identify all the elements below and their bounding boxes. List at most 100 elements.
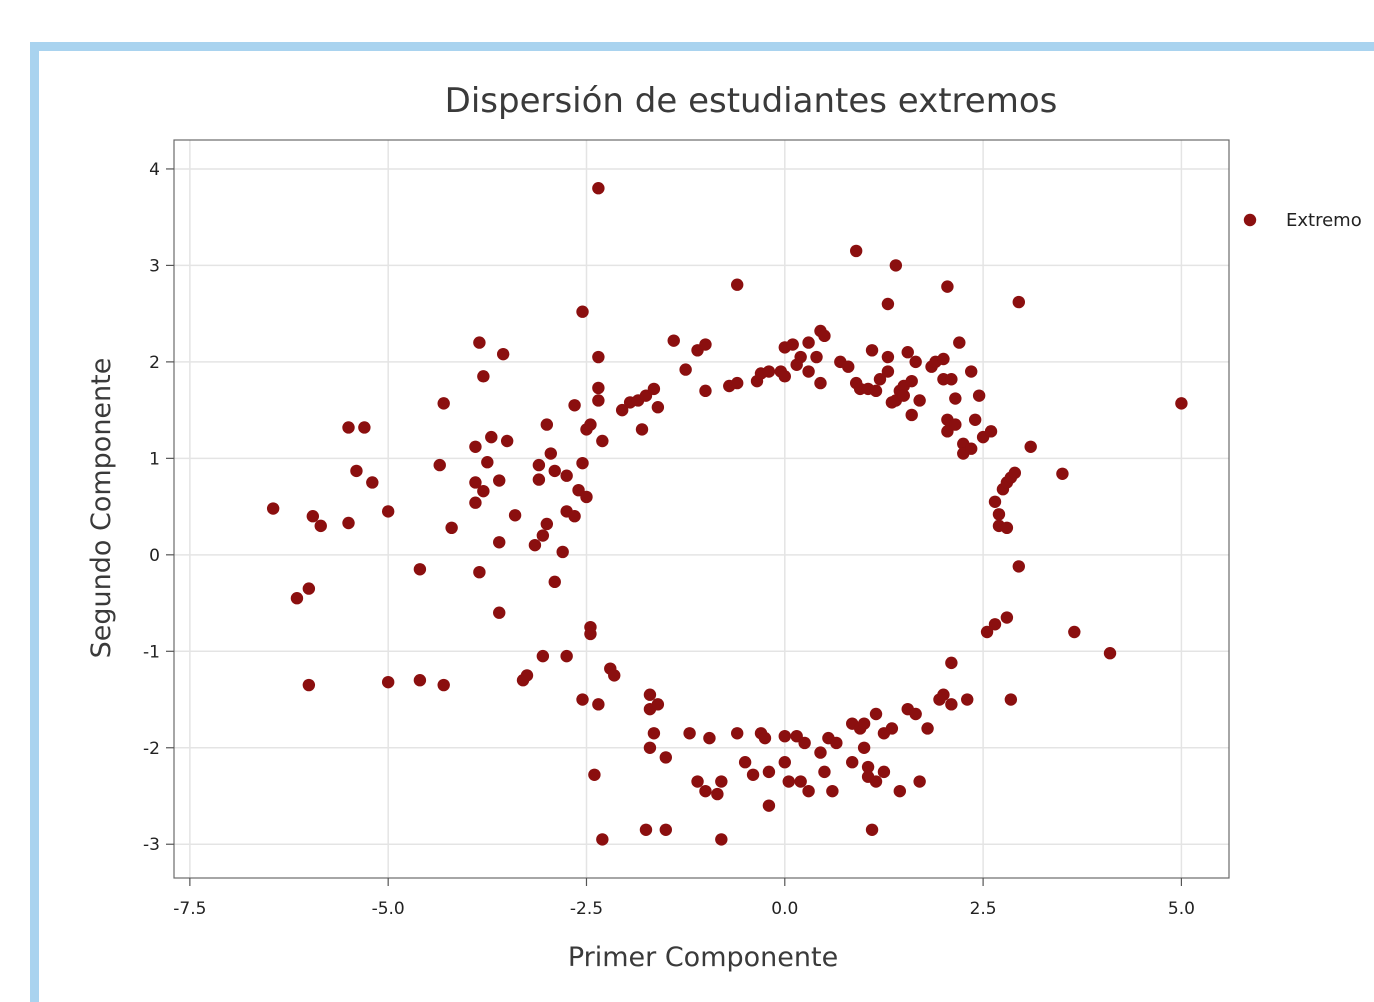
data-point — [540, 517, 554, 531]
data-point — [758, 731, 772, 745]
data-point — [560, 469, 573, 482]
data-point — [961, 693, 974, 706]
data-point — [778, 756, 791, 769]
data-point — [592, 182, 605, 195]
data-point — [1024, 440, 1037, 453]
data-point — [437, 678, 450, 692]
data-point — [699, 338, 712, 351]
data-point — [445, 521, 458, 535]
data-point — [485, 430, 498, 444]
data-point — [818, 765, 831, 779]
data-point — [532, 473, 546, 486]
data-point — [703, 731, 716, 745]
data-point — [651, 401, 665, 414]
data-point — [846, 756, 859, 769]
data-point — [1000, 611, 1014, 624]
data-point — [949, 418, 962, 431]
scatter-chart: Dispersión de estudiantes extremos -7.5 -… — [86, 81, 1362, 973]
data-point — [730, 376, 744, 390]
data-point — [643, 741, 657, 754]
data-point — [830, 736, 843, 750]
data-point — [667, 334, 680, 347]
data-point — [473, 565, 486, 579]
data-point — [302, 678, 316, 692]
data-point — [596, 434, 609, 448]
data-point — [865, 823, 879, 836]
data-point — [857, 741, 871, 754]
data-point — [901, 346, 914, 359]
data-point — [679, 363, 692, 376]
data-point — [842, 360, 855, 373]
data-point — [683, 727, 696, 740]
data-point — [905, 408, 918, 422]
data-point — [635, 423, 649, 436]
data-point — [588, 768, 601, 781]
data-point — [869, 775, 883, 788]
data-point — [968, 413, 982, 426]
data-point — [802, 365, 815, 378]
x-tick-label: 0.0 — [771, 899, 798, 919]
data-point — [782, 775, 795, 788]
data-point — [556, 545, 569, 559]
data-point — [266, 502, 280, 515]
data-point — [639, 823, 653, 836]
chart-frame — [30, 42, 1374, 1002]
data-point — [493, 536, 506, 549]
data-point — [881, 365, 895, 378]
data-point — [500, 434, 514, 448]
chart-title: Dispersión de estudiantes extremos — [445, 81, 1058, 121]
data-point — [909, 355, 922, 369]
x-tick-label: -2.5 — [570, 899, 603, 919]
data-point — [738, 756, 752, 769]
data-point — [778, 370, 791, 383]
data-point — [905, 374, 918, 388]
x-tick-label: -7.5 — [173, 899, 206, 919]
data-point — [496, 347, 510, 361]
data-point — [350, 464, 363, 478]
data-point — [576, 305, 589, 318]
data-point — [469, 440, 482, 453]
data-point — [1000, 521, 1014, 535]
data-point — [576, 693, 589, 706]
data-point — [798, 736, 811, 750]
data-point — [893, 784, 907, 798]
data-point — [532, 458, 546, 472]
y-tick-label: 4 — [149, 160, 160, 180]
data-point — [877, 765, 891, 779]
data-point — [366, 476, 379, 489]
data-point — [730, 727, 744, 740]
legend-marker — [1243, 213, 1257, 227]
x-axis-ticks: -7.5 -5.0 -2.5 0.0 2.5 5.0 — [173, 878, 1195, 919]
data-point — [584, 627, 597, 641]
data-point — [608, 669, 621, 682]
data-point — [964, 442, 978, 455]
data-point — [909, 707, 922, 721]
data-point — [592, 381, 605, 395]
y-tick-label: -1 — [143, 642, 160, 662]
data-point — [746, 768, 760, 781]
data-point — [473, 336, 486, 349]
data-point — [592, 350, 605, 364]
data-point — [953, 336, 966, 349]
y-tick-label: -3 — [143, 835, 160, 855]
data-point — [580, 490, 593, 504]
data-points — [266, 182, 1188, 846]
data-point — [814, 746, 827, 759]
data-point — [897, 389, 910, 402]
data-point — [873, 373, 887, 386]
data-point — [849, 244, 863, 258]
data-point — [647, 382, 661, 396]
data-point — [306, 510, 320, 523]
data-point — [469, 496, 482, 509]
data-point — [1004, 693, 1018, 706]
data-point — [1008, 466, 1022, 480]
data-point — [381, 675, 395, 689]
data-point — [520, 669, 534, 682]
data-point — [643, 688, 657, 701]
data-point — [528, 538, 542, 552]
data-point — [802, 336, 815, 349]
data-point — [913, 394, 926, 407]
data-point — [818, 329, 831, 343]
data-point — [413, 563, 427, 576]
y-axis-label: Segundo Componente — [86, 358, 117, 659]
